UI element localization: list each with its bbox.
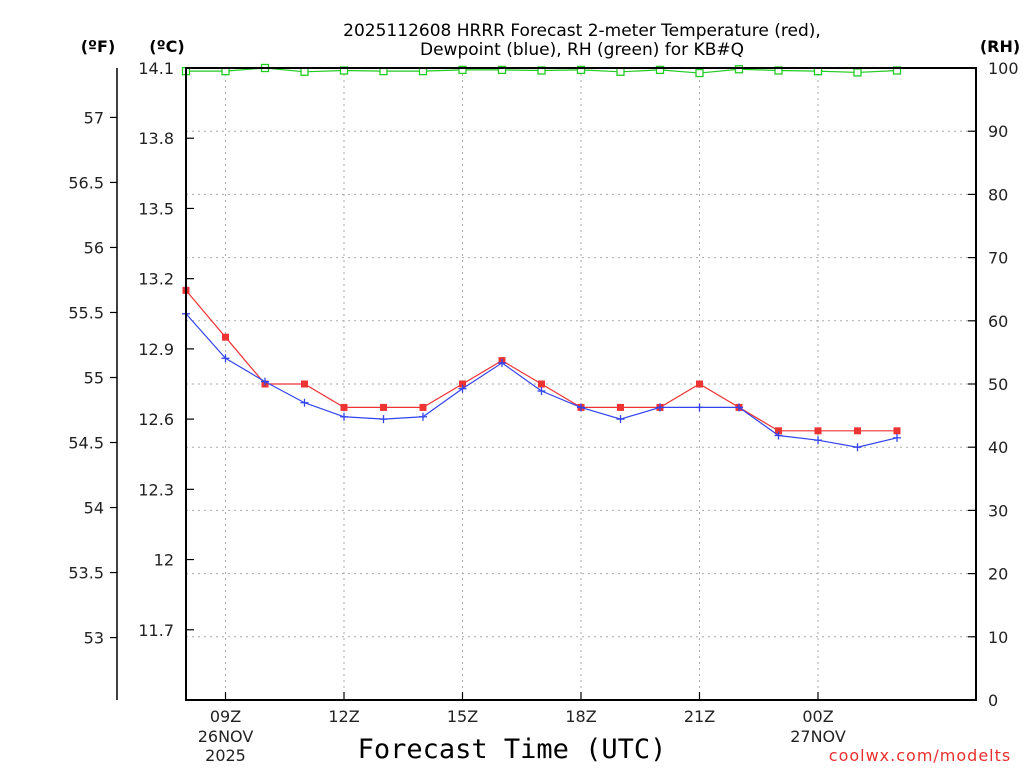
x-tick-date: 26NOV [198, 727, 254, 746]
celsius-tick-label: 11.7 [138, 621, 174, 640]
2-meter-temperature-marker [617, 403, 624, 411]
plot-frame [185, 67, 977, 701]
dewpoint-marker [814, 436, 822, 445]
rh-tick-label: 30 [988, 501, 1008, 520]
2-meter-temperature-marker [419, 403, 427, 411]
2-meter-temperature-marker [340, 403, 348, 411]
x-tick-year: 2025 [205, 746, 246, 765]
rh-tick-label: 60 [988, 312, 1008, 331]
2-meter-temperature-marker [459, 380, 466, 388]
rh-tick-label: 70 [988, 249, 1008, 268]
rh-tick-label: 0 [988, 691, 998, 710]
fahrenheit-tick-label: 55 [84, 368, 104, 387]
dewpoint-marker [656, 403, 664, 412]
rh-unit-label: (RH) [980, 37, 1020, 56]
celsius-unit-label: (ºC) [149, 37, 184, 56]
2-meter-temperature-marker [538, 380, 545, 388]
2-meter-temperature-marker [893, 427, 901, 435]
rh-marker [853, 68, 862, 77]
2-meter-temperature-marker [775, 427, 782, 435]
celsius-tick-label: 12.9 [138, 340, 174, 359]
rh-tick-label: 80 [988, 185, 1008, 204]
rh-marker [497, 65, 507, 75]
x-tick-label: 00Z [802, 707, 833, 726]
dewpoint-marker [695, 403, 704, 412]
rh-marker [695, 68, 704, 78]
fahrenheit-tick-label: 54 [84, 499, 104, 518]
celsius-tick-label: 12.3 [138, 480, 174, 499]
2-meter-temperature-marker [854, 427, 861, 435]
rh-marker [458, 65, 467, 75]
fahrenheit-tick-label: 53 [84, 629, 104, 648]
chart-title-line2: Dewpoint (blue), RH (green) for KB#Q [420, 40, 744, 60]
x-tick-label: 18Z [565, 707, 596, 726]
chart-title-line1: 2025112608 HRRR Forecast 2-meter Tempera… [343, 21, 821, 41]
rh-marker [576, 65, 586, 75]
celsius-tick-label: 12 [154, 551, 174, 570]
dewpoint-marker [577, 403, 585, 412]
x-tick-label: 15Z [447, 707, 478, 726]
rh-tick-label: 40 [988, 438, 1008, 457]
2-meter-temperature-marker [301, 380, 308, 388]
dewpoint-marker [735, 403, 743, 412]
fahrenheit-tick-label: 53.5 [68, 564, 104, 583]
rh-tick-label: 100 [988, 59, 1019, 78]
dewpoint-marker [537, 387, 546, 396]
dewpoint-marker [498, 358, 506, 367]
fahrenheit-tick-label: 56.5 [68, 173, 104, 192]
fahrenheit-tick-label: 57 [84, 108, 104, 127]
rh-marker [734, 65, 744, 74]
x-tick-date: 27NOV [790, 727, 846, 746]
dewpoint-marker [300, 398, 309, 407]
dewpoint-marker [221, 354, 230, 363]
credit-text: coolwx.com/modelts [829, 746, 1011, 765]
rh-marker [655, 65, 665, 75]
x-tick-label: 12Z [328, 707, 359, 726]
dewpoint-marker [379, 415, 388, 424]
fahrenheit-tick-label: 54.5 [68, 434, 104, 453]
2-meter-temperature-line [185, 289, 897, 432]
fahrenheit-unit-label: (ºF) [81, 37, 116, 56]
dewpoint-marker [616, 415, 625, 424]
rh-tick-label: 10 [988, 628, 1008, 647]
dewpoint-marker [261, 377, 269, 386]
dewpoint-marker [340, 412, 348, 421]
dewpoint-marker [774, 431, 783, 440]
dewpoint-marker [893, 433, 901, 442]
celsius-tick-label: 13.2 [138, 270, 174, 289]
2-meter-temperature-marker [380, 403, 387, 411]
celsius-tick-label: 12.6 [138, 410, 174, 429]
rh-tick-label: 50 [988, 375, 1008, 394]
x-tick-label: 09Z [210, 707, 241, 726]
dewpoint-marker [853, 443, 862, 452]
rh-tick-label: 90 [988, 122, 1008, 141]
2-meter-temperature-marker [222, 333, 229, 341]
celsius-tick-label: 13.8 [138, 129, 174, 148]
2-meter-temperature-marker [696, 380, 703, 388]
dewpoint-line [185, 313, 898, 448]
fahrenheit-tick-label: 55.5 [68, 303, 104, 322]
rh-marker [300, 67, 309, 76]
rh-tick-label: 20 [988, 565, 1008, 584]
fahrenheit-tick-label: 56 [84, 238, 104, 257]
x-axis-label: Forecast Time (UTC) [358, 734, 667, 765]
celsius-tick-label: 13.5 [138, 199, 174, 218]
celsius-tick-label: 14.1 [138, 59, 174, 78]
x-tick-label: 21Z [684, 707, 715, 726]
dewpoint-marker [419, 412, 427, 421]
2-meter-temperature-marker [814, 427, 822, 435]
dewpoint-marker [458, 384, 467, 393]
rh-marker [616, 67, 625, 76]
